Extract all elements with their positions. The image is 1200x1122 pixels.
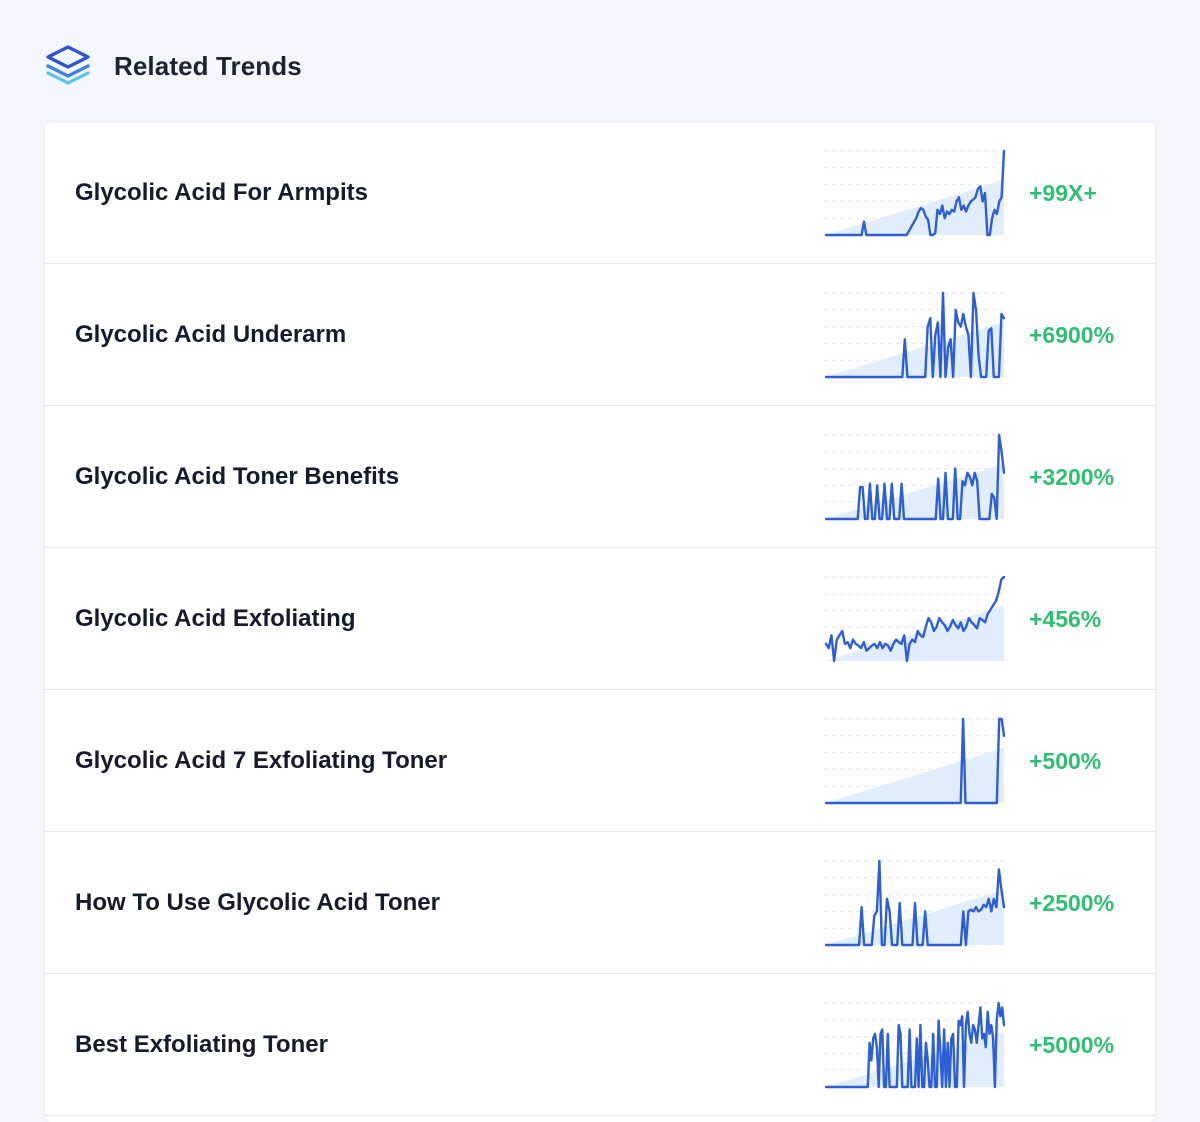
- sparkline-line: [824, 575, 1006, 663]
- trends-card: Glycolic Acid For Armpits +99X+ Glycolic…: [45, 122, 1155, 1122]
- trend-sparkline: [824, 433, 1006, 521]
- sparkline-line: [824, 859, 1006, 947]
- trend-growth: +500%: [1029, 748, 1102, 774]
- trend-growth: +99X+: [1029, 180, 1097, 206]
- trend-name[interactable]: Glycolic Acid Underarm: [75, 321, 347, 348]
- sparkline-line: [824, 717, 1006, 805]
- trend-sparkline: [824, 1001, 1006, 1089]
- trend-sparkline: [824, 859, 1006, 947]
- sparkline-line: [824, 1001, 1006, 1089]
- stacked-layers-icon: [46, 45, 90, 85]
- sparkline-area: [826, 889, 1004, 945]
- trend-sparkline: [824, 575, 1006, 663]
- trend-row[interactable]: Glycolic Acid Toner Benefits +3200%: [45, 406, 1155, 548]
- trend-sparkline: [824, 717, 1006, 805]
- trend-sparkline: [824, 291, 1006, 379]
- sparkline-area: [826, 605, 1004, 661]
- page-header: Related Trends: [44, 40, 302, 92]
- trend-name[interactable]: Glycolic Acid For Armpits: [75, 179, 368, 206]
- trend-name[interactable]: Best Exfoliating Toner: [75, 1031, 328, 1058]
- trend-row[interactable]: Glycolic Acid Underarm +6900%: [45, 264, 1155, 406]
- trend-name[interactable]: Glycolic Acid Toner Benefits: [75, 463, 400, 490]
- page-title: Related Trends: [114, 50, 302, 81]
- trend-row[interactable]: Glycolic Acid Exfoliating +456%: [45, 548, 1155, 690]
- sparkline-area: [826, 463, 1004, 519]
- trend-row[interactable]: Best Exfoliating Toner +5000%: [45, 974, 1155, 1116]
- sparkline-area: [826, 321, 1004, 377]
- trend-growth: +6900%: [1029, 322, 1115, 348]
- trend-row[interactable]: How To Use Glycolic Acid Toner +2500%: [45, 832, 1155, 974]
- sparkline-area: [826, 747, 1004, 803]
- trend-name[interactable]: How To Use Glycolic Acid Toner: [75, 889, 440, 916]
- sparkline-line: [824, 149, 1006, 237]
- trend-growth: +3200%: [1029, 464, 1115, 490]
- trend-growth: +5000%: [1029, 1032, 1115, 1058]
- trend-row[interactable]: Glycolic Acid For Armpits +99X+: [45, 122, 1155, 264]
- trend-name[interactable]: Glycolic Acid Exfoliating: [75, 605, 356, 632]
- trend-row[interactable]: Glycolic Acid 7 Exfoliating Toner +500%: [45, 690, 1155, 832]
- trend-name[interactable]: Glycolic Acid 7 Exfoliating Toner: [75, 747, 448, 774]
- sparkline-line: [824, 291, 1006, 379]
- trend-sparkline: [824, 149, 1006, 237]
- sparkline-line: [824, 433, 1006, 521]
- trend-growth: +2500%: [1029, 890, 1115, 916]
- trend-growth: +456%: [1029, 606, 1102, 632]
